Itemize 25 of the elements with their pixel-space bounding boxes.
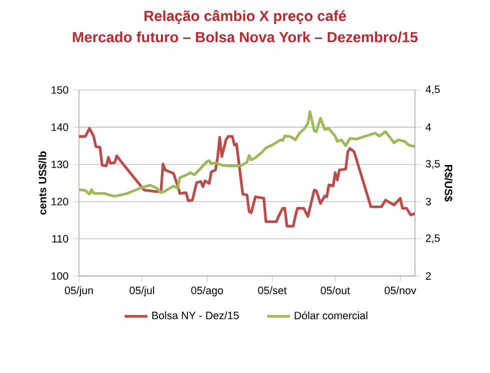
y2-tick-label: 2 [426,272,431,280]
x-tick-label: 05/jul [130,286,154,296]
y2-tick-label: 4,5 [426,86,440,94]
y2-tick-label: 2,5 [426,234,440,244]
legend-label: Dólar comercial [294,311,368,320]
y-axis-title: cents US$/lb [38,151,47,215]
x-tick-label: 05/ago [191,286,223,296]
x-tick-label: 05/set [258,286,287,294]
y-tick-label: 110 [52,235,68,243]
y2-axis-title: R$/US$ [444,165,453,202]
x-tick-label: 05/jun [64,286,93,296]
y2-tick-label: 3,5 [426,160,440,169]
y-tick-label: 150 [52,86,68,94]
y-tick-label: 130 [52,160,68,168]
y-tick-label: 100 [52,272,68,280]
chart-subtitle: Mercado futuro – Bolsa Nova York – Dezembro/15 [72,32,418,42]
y2-tick-label: 3 [426,198,431,206]
line-series [79,126,415,228]
x-tick-label: 05/out [320,286,350,294]
y-tick-label: 120 [52,198,68,206]
x-tick-label: 05/nov [384,286,416,294]
y2-tick-label: 4 [426,124,432,131]
chart-title: Relação câmbio X preço café [144,10,346,24]
legend-label: Bolsa NY - Dez/15 [152,311,239,320]
y-tick-label: 140 [52,123,68,131]
